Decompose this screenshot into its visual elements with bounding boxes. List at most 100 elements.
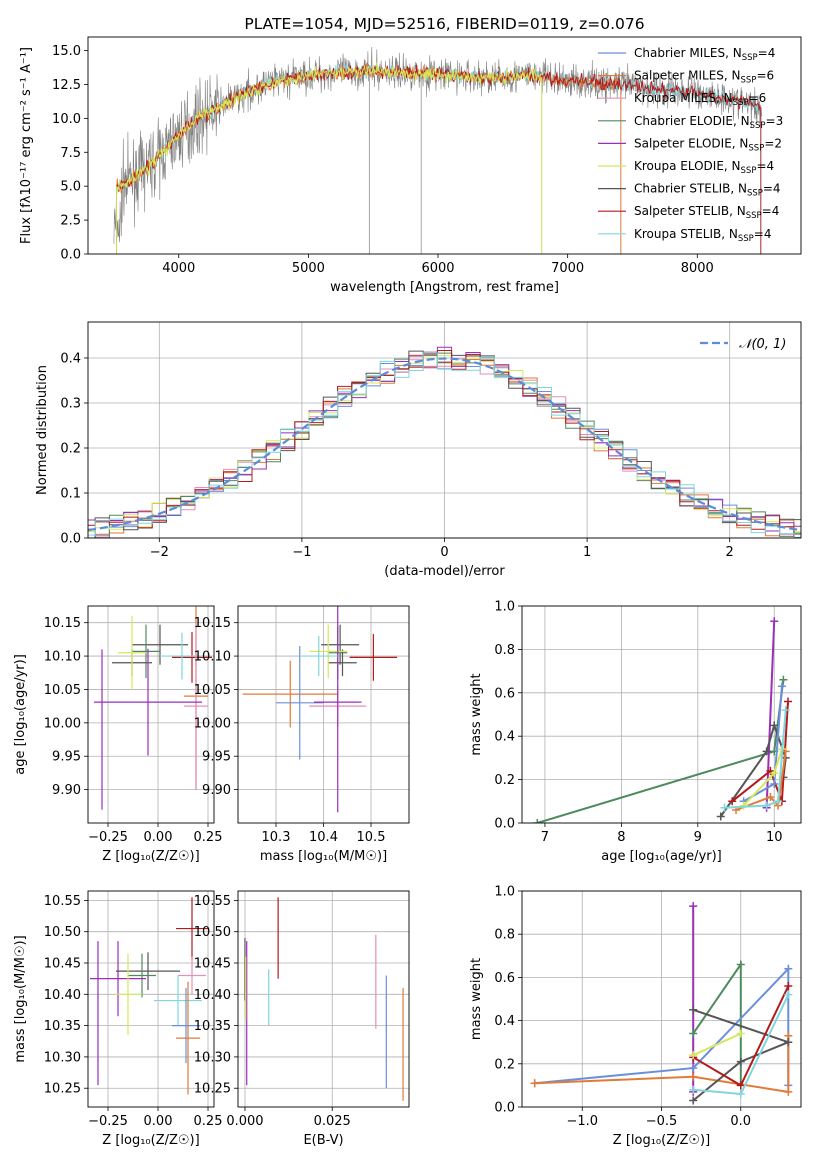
weight-line (765, 621, 776, 808)
weight-marker (689, 1051, 698, 1060)
y-tick-label: 0.6 (494, 686, 515, 701)
legend-subscript: SSP (747, 189, 763, 199)
x-axis-label: (data-model)/error (384, 564, 505, 579)
age_vs_mass-points (242, 606, 398, 813)
y-tick-label: 10.55 (44, 894, 81, 909)
y-axis-label: mass [log₁₀(M/M☉)] (13, 935, 28, 1062)
spectrum-model-line (116, 62, 542, 195)
x-tick-label: 0.025 (314, 1114, 351, 1129)
x-tick-label: 5000 (292, 261, 325, 276)
weight_vs_age-panel: 7 8 9 10 0.0 0.2 0.4 0.6 0.8 1.0 age [log₁₀(age/yr… (469, 600, 802, 864)
y-tick-label: 9.95 (52, 750, 81, 765)
legend-suffix: =4 (762, 204, 780, 218)
y-tick-label: 0.2 (60, 442, 81, 457)
x-tick-label: 9 (694, 830, 702, 845)
legend-entry: Chabrier ELODIE, NSSP=3 (634, 114, 783, 131)
legend-subscript: SSP (733, 98, 749, 108)
weight-marker (770, 769, 779, 778)
x-tick-label: 2 (726, 545, 734, 560)
weight-line (724, 710, 787, 809)
weight-line (692, 1032, 742, 1057)
y-tick-label: 0.4 (494, 1014, 515, 1029)
weight-marker (774, 797, 783, 806)
legend-subscript: SSP (750, 121, 766, 131)
plot-frame (521, 605, 802, 824)
x-tick-label: 8 (617, 830, 625, 845)
weight-marker (784, 964, 793, 973)
legend-suffix: =4 (754, 227, 772, 241)
weight-marker (736, 1090, 745, 1099)
legend-entry: Salpeter ELODIE, NSSP=2 (634, 136, 782, 153)
y-tick-label: 10.35 (44, 1019, 81, 1034)
y-tick-label: 0.3 (60, 397, 81, 412)
weight-marker (530, 1079, 539, 1088)
legend-subscript: SSP (741, 76, 757, 86)
legend-suffix: =4 (756, 159, 774, 173)
x-tick-label: 0.000 (226, 1114, 263, 1129)
y-tick-label: 2.5 (60, 214, 81, 229)
y-tick-label: 0.0 (60, 532, 81, 547)
weight-marker (770, 721, 779, 730)
y-tick-label: 1.0 (494, 600, 515, 615)
histogram-panel: −2 −1 0 1 2 0.0 0.1 0.2 0.3 0.4 (data-model)/error… (35, 321, 802, 579)
plot-frame (87, 36, 802, 255)
weight-marker (770, 617, 779, 626)
x-tick-label: 0 (440, 545, 448, 560)
y-tick-label: 10.45 (194, 957, 231, 972)
x-tick-label: 0.00 (144, 1114, 173, 1129)
weight-marker (716, 812, 725, 821)
normal-curve (88, 357, 801, 532)
y-tick-label: 0.4 (494, 730, 515, 745)
x-tick-label: 0.00 (144, 830, 173, 845)
y-tick-label: 9.90 (52, 783, 81, 798)
weight-marker (736, 1057, 745, 1066)
legend-entry: Salpeter STELIB, NSSP=4 (634, 204, 779, 221)
y-tick-label: 0.1 (60, 487, 81, 502)
x-tick-label: 0.25 (194, 1114, 223, 1129)
y-tick-label: 10.30 (44, 1050, 81, 1065)
y-tick-label: 0.6 (494, 971, 515, 986)
weight-marker (689, 1064, 698, 1073)
y-tick-label: 10.25 (44, 1082, 81, 1097)
y-tick-label: 10.40 (194, 988, 231, 1003)
y-tick-label: 10.00 (194, 716, 231, 731)
weight-line (534, 966, 790, 1086)
y-tick-label: 10.10 (44, 650, 81, 665)
legend-suffix: =6 (749, 91, 767, 105)
legend-subscript: SSP (742, 53, 758, 63)
y-tick-label: 10.30 (194, 1050, 231, 1065)
weight-marker (689, 1072, 698, 1081)
weight-marker (784, 697, 793, 706)
legend-suffix: =6 (756, 69, 774, 83)
y-tick-label: 0.0 (60, 248, 81, 263)
y-tick-label: 0.0 (494, 817, 515, 832)
y-tick-label: 9.95 (202, 750, 231, 765)
histogram-step-line (88, 350, 801, 535)
weight-marker (784, 982, 793, 991)
x-axis-label: E(B-V) (303, 1133, 343, 1148)
weight-marker (736, 1029, 745, 1038)
y-axis-label: mass weight (469, 958, 484, 1040)
weight-marker (766, 792, 775, 801)
x-tick-label: 10.4 (309, 830, 338, 845)
legend-entry: Chabrier MILES, NSSP=4 (634, 46, 775, 63)
x-tick-label: 6000 (421, 261, 454, 276)
weight_vs_age-series (533, 617, 793, 823)
legend-subscript: SSP (738, 234, 754, 244)
weight-marker (689, 1085, 698, 1094)
plot-frame (87, 890, 215, 1108)
y-tick-label: 15.0 (52, 44, 81, 59)
age_vs_Z-points (94, 606, 212, 810)
weight-marker (689, 1029, 698, 1038)
legend-entry: 𝒩(0, 1) (739, 337, 786, 352)
y-tick-label: 10.0 (52, 112, 81, 127)
y-tick-label: 10.50 (194, 925, 231, 940)
x-tick-label: −2 (150, 545, 169, 560)
y-tick-label: 10.10 (194, 650, 231, 665)
weight-line (692, 1008, 792, 1102)
x-axis-label: Z [log₁₀(Z/Z☉)] (613, 1133, 710, 1148)
weight-marker (784, 1038, 793, 1047)
plot-frame (87, 605, 215, 824)
y-tick-label: 0.8 (494, 643, 515, 658)
x-tick-label: −0.25 (88, 830, 128, 845)
